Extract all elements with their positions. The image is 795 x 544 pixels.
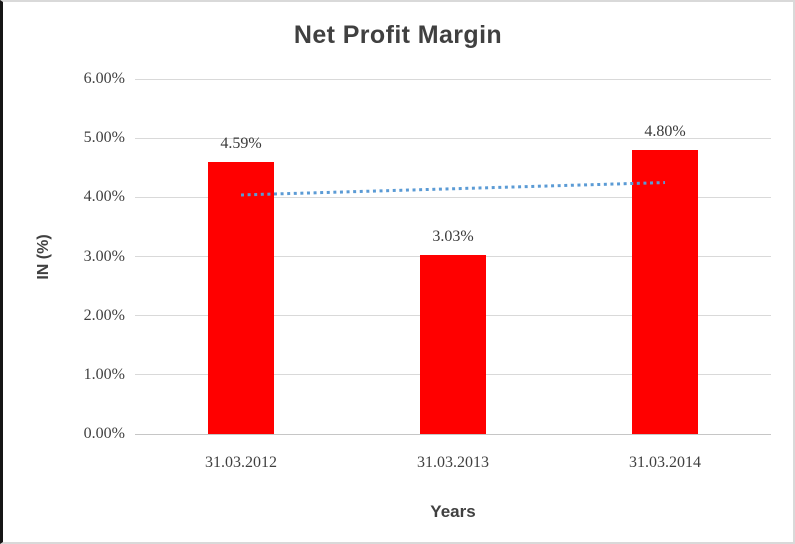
trendline: [240, 181, 666, 197]
y-tick-label: 5.00%: [83, 129, 125, 147]
y-tick-label: 1.00%: [83, 365, 125, 383]
x-tick-label: 31.03.2013: [417, 454, 489, 471]
bar-value-label: 4.80%: [644, 123, 686, 140]
plot-area: 4.59% 3.03% 4.80%: [135, 78, 771, 435]
y-tick-label: 4.00%: [83, 188, 125, 206]
bar-31.03.2013: [420, 254, 486, 434]
x-tick-label: 31.03.2012: [205, 454, 277, 471]
bar-value-label: 4.59%: [220, 135, 262, 153]
y-tick-label: 2.00%: [83, 306, 125, 324]
y-tick-label: 0.00%: [83, 425, 125, 442]
x-axis-title: Years: [430, 502, 476, 521]
bar-31.03.2014: [632, 150, 698, 434]
gridline: [135, 137, 771, 139]
y-tick-label: 3.00%: [83, 247, 125, 265]
gridline: [135, 196, 771, 198]
bar-31.03.2012: [208, 162, 274, 434]
chart-title: Net Profit Margin: [293, 21, 503, 49]
x-tick-label: 31.03.2014: [629, 454, 701, 471]
gridline: [135, 78, 771, 80]
bar-value-label: 3.03%: [432, 227, 474, 245]
y-tick-label: 6.00%: [83, 70, 125, 87]
x-axis-line: [135, 434, 771, 435]
